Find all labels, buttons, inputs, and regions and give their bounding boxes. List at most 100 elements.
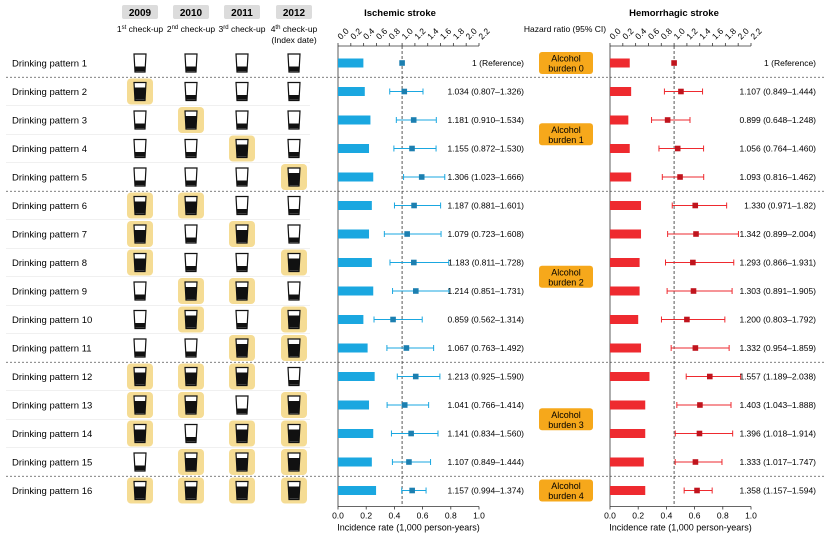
incidence-tick-label: 0.2 <box>632 511 644 521</box>
incidence-bar <box>338 343 368 353</box>
incidence-bar <box>338 172 374 182</box>
incidence-tick-label: 0.4 <box>660 511 672 521</box>
glass-icon-light <box>235 167 249 187</box>
glass-icon-light <box>235 309 249 330</box>
year-label: 2011 <box>231 8 253 19</box>
incidence-tick-label: 0.8 <box>717 511 729 521</box>
pattern-label: Drinking pattern 4 <box>12 144 87 155</box>
incidence-bar <box>610 343 642 353</box>
glass-icon-heavy <box>178 107 204 133</box>
hazard-ratio-value: 1.107 (0.849–1.444) <box>739 87 816 97</box>
glass-icon-light <box>133 138 147 159</box>
hazard-ratio-value: 1 (Reference) <box>472 58 524 68</box>
glass-icon-light <box>235 110 249 130</box>
incidence-bar <box>338 144 370 153</box>
hr-point-estimate <box>692 459 699 465</box>
hr-point-estimate <box>401 402 408 408</box>
hr-point-estimate <box>409 145 415 152</box>
glass-icon-heavy <box>127 477 153 504</box>
incidence-bar <box>338 400 370 410</box>
incidence-tick-label: 0.6 <box>417 511 429 521</box>
glass-icon-light <box>133 309 147 330</box>
glass-icon-heavy <box>229 221 255 247</box>
glass-fill-full <box>236 429 248 442</box>
hr-point-estimate <box>410 117 417 123</box>
hr-point-estimate <box>411 259 417 266</box>
glass-fill-low <box>236 209 248 214</box>
hazard-ratio-value: 1.067 (0.763–1.492) <box>447 343 524 353</box>
glass-icon-heavy <box>178 278 204 304</box>
glass-icon-heavy <box>281 164 307 190</box>
glass-fill-full <box>236 372 248 385</box>
hazard-ratio-header: Hazard ratio (95% CI) <box>524 24 606 34</box>
alcohol-burden-badge <box>539 123 593 146</box>
pattern-label: Drinking pattern 13 <box>12 401 92 412</box>
hazard-ratio-value: 1.200 (0.803–1.792) <box>739 315 816 325</box>
glass-icon-light <box>133 53 147 73</box>
glass-icon-heavy <box>178 363 204 390</box>
checkup-number: 2 <box>167 24 172 34</box>
incidence-bar <box>610 400 646 410</box>
glass-icon-light <box>184 423 198 444</box>
glass-icon-light <box>287 138 301 159</box>
hr-point-estimate <box>690 259 696 266</box>
checkup-suffix: st <box>122 25 127 31</box>
glass-fill-full <box>185 401 197 414</box>
glass-icon-heavy <box>178 477 204 504</box>
pattern-label: Drinking pattern 10 <box>12 315 92 326</box>
glass-fill-low <box>236 95 248 100</box>
glass-icon-light <box>184 138 198 159</box>
year-badge <box>173 5 209 19</box>
incidence-bar <box>338 87 365 96</box>
glass-icon-heavy <box>229 477 255 504</box>
hazard-ratio-value: 1.306 (1.023–1.666) <box>447 172 524 182</box>
incidence-bar <box>610 258 640 267</box>
glass-icon-light <box>287 195 301 216</box>
hr-point-estimate <box>399 60 405 66</box>
incidence-bar <box>610 372 650 381</box>
glass-fill-low <box>236 323 248 328</box>
hr-point-estimate <box>409 487 415 494</box>
hr-point-estimate <box>706 373 713 380</box>
pattern-label: Drinking pattern 3 <box>12 116 87 127</box>
glass-fill-full <box>288 344 300 357</box>
hazard-ratio-value: 1 (Reference) <box>764 58 816 68</box>
glass-fill-full <box>288 401 300 414</box>
checkup-number: 4 <box>271 24 276 34</box>
hazard-ratio-value: 1.293 (0.866–1.931) <box>739 258 816 268</box>
alcohol-burden-badge <box>539 408 593 431</box>
burden-label-line2: burden 0 <box>548 64 584 74</box>
hr-point-estimate <box>408 430 414 437</box>
incidence-bar <box>610 486 646 495</box>
burden-label-line2: burden 3 <box>548 420 584 430</box>
glass-icon-light <box>235 395 249 415</box>
incidence-bar <box>338 258 372 267</box>
glass-fill-low <box>134 66 146 72</box>
burden-label-line1: Alcohol <box>551 125 581 135</box>
glass-icon-heavy <box>178 449 204 475</box>
hazard-ratio-value: 1.181 (0.910–1.534) <box>447 115 524 125</box>
glass-fill-low <box>236 123 248 129</box>
hazard-ratio-value: 1.041 (0.766–1.414) <box>447 400 524 410</box>
incidence-bar <box>338 201 372 210</box>
hazard-ratio-value: 1.330 (0.971–1.82) <box>744 201 816 211</box>
hazard-ratio-value: 1.342 (0.899–2.004) <box>739 229 816 239</box>
hr-point-estimate <box>404 231 410 237</box>
glass-fill-full <box>236 344 248 357</box>
incidence-bar <box>338 58 364 68</box>
glass-fill-low <box>134 294 146 300</box>
hr-point-estimate <box>692 345 699 351</box>
incidence-bar <box>610 429 646 438</box>
hazard-ratio-value: 1.303 (0.891–1.905) <box>739 286 816 296</box>
glass-icon-light <box>287 53 301 73</box>
pattern-label: Drinking pattern 2 <box>12 87 87 98</box>
alcohol-burden-label: Alcohol burden 4 <box>548 481 584 501</box>
incidence-bar <box>610 144 630 153</box>
pattern-label: Drinking pattern 7 <box>12 230 87 241</box>
glass-icon-heavy <box>127 78 153 105</box>
glass-icon-heavy <box>281 249 307 276</box>
glass-icon-heavy <box>178 306 204 333</box>
checkup-label: 1st check-up <box>117 24 164 34</box>
hazard-ratio-value: 1.093 (0.816–1.462) <box>739 172 816 182</box>
pattern-label: Drinking pattern 5 <box>12 173 87 184</box>
